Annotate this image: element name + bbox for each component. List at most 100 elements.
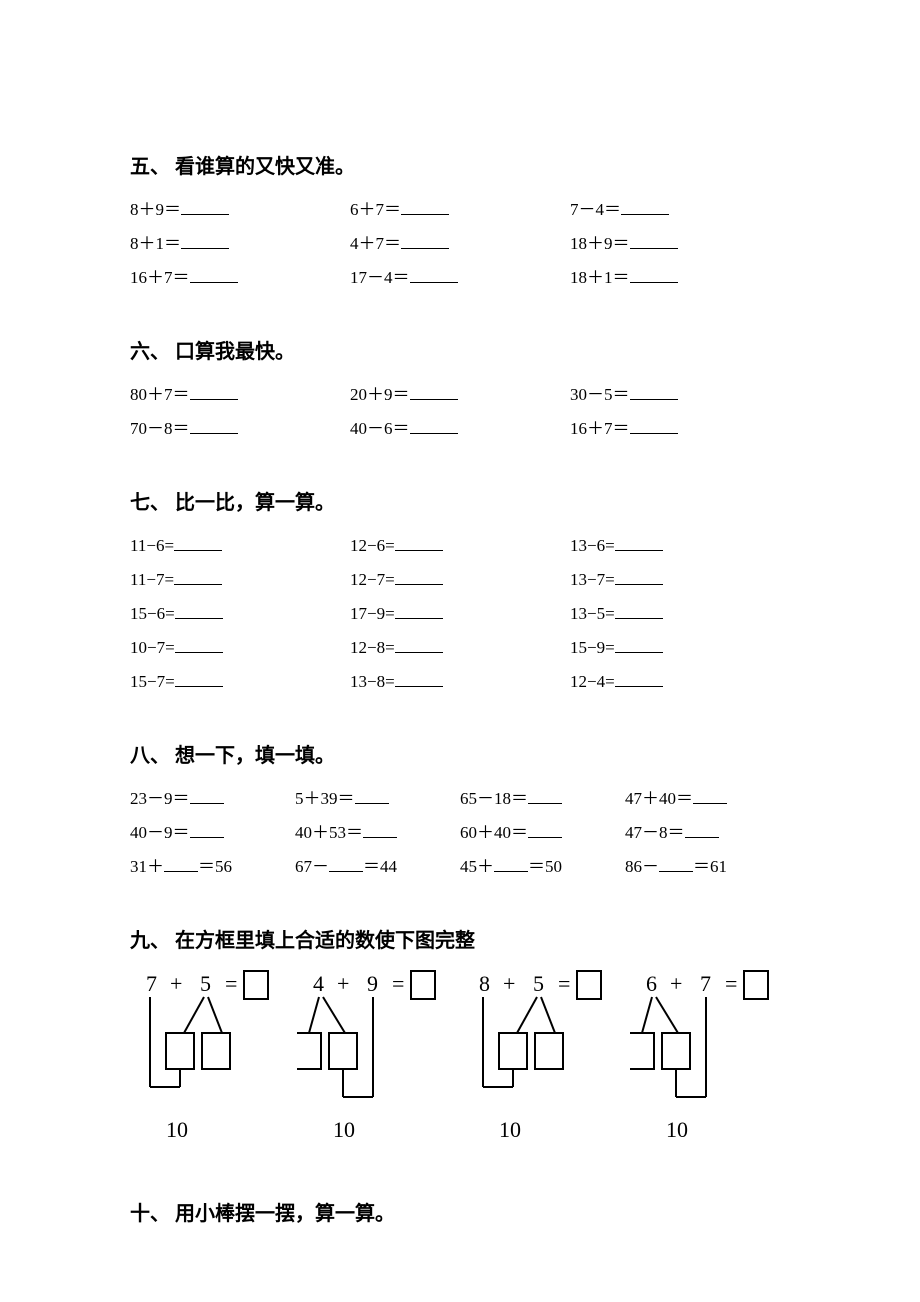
expr-pre: 65－18＝ [460, 789, 528, 808]
blank-line[interactable] [630, 382, 678, 400]
blank-line[interactable] [395, 635, 443, 653]
blank-line[interactable] [395, 567, 443, 585]
expr: 40－6＝ [350, 419, 410, 438]
page: 五、 看谁算的又快又准。 8＋9＝ 6＋7＝ 7－4＝ 8＋1＝ 4＋7＝ 18… [0, 0, 920, 1300]
blank-line[interactable] [401, 231, 449, 249]
blank-line[interactable] [329, 854, 363, 872]
expr: 8＋9＝ [130, 200, 181, 219]
cell: 15−7= [130, 665, 350, 699]
section-9-diagram: 7 + 5 = 10 4 + 9 = 10 [130, 967, 790, 1157]
split-box-left[interactable] [166, 1033, 194, 1069]
blank-line[interactable] [528, 786, 562, 804]
cell: 13−6= [570, 529, 790, 563]
blank-line[interactable] [410, 265, 458, 283]
blank-line[interactable] [630, 416, 678, 434]
row: 11−7= 12−7= 13−7= [130, 563, 790, 597]
blank-line[interactable] [174, 533, 222, 551]
blank-line[interactable] [494, 854, 528, 872]
blank-line[interactable] [659, 854, 693, 872]
split-box-right[interactable] [535, 1033, 563, 1069]
expr: 70－8＝ [130, 419, 190, 438]
blank-line[interactable] [190, 265, 238, 283]
blank-line[interactable] [190, 416, 238, 434]
row: 80＋7＝ 20＋9＝ 30－5＝ [130, 378, 790, 412]
cell: 8＋1＝ [130, 227, 350, 261]
expr-pre: 23－9＝ [130, 789, 190, 808]
row: 15−7= 13−8= 12−4= [130, 665, 790, 699]
split-diagram-4: 6 + 7 = 10 [630, 967, 790, 1157]
section-8-title: 八、 想一下，填一填。 [130, 739, 790, 768]
blank-line[interactable] [395, 669, 443, 687]
blank-line[interactable] [175, 669, 223, 687]
cell: 31＋＝56 [130, 850, 295, 884]
blank-line[interactable] [615, 601, 663, 619]
operator: + [337, 971, 349, 996]
answer-box[interactable] [744, 971, 768, 999]
cell: 47－8＝ [625, 816, 790, 850]
blank-line[interactable] [630, 265, 678, 283]
blank-line[interactable] [630, 231, 678, 249]
blank-line[interactable] [615, 635, 663, 653]
cell: 30－5＝ [570, 378, 790, 412]
split-box-left[interactable] [499, 1033, 527, 1069]
blank-line[interactable] [615, 533, 663, 551]
cell: 17−9= [350, 597, 570, 631]
cell: 16＋7＝ [130, 261, 350, 295]
split-diagram-1: 7 + 5 = 10 [130, 967, 290, 1157]
expr: 15−6= [130, 604, 175, 623]
blank-line[interactable] [528, 820, 562, 838]
section-9-title: 九、 在方框里填上合适的数使下图完整 [130, 924, 790, 953]
cell: 5＋39＝ [295, 782, 460, 816]
expr-pre: 40－9＝ [130, 823, 190, 842]
blank-line[interactable] [615, 567, 663, 585]
expr-pre: 47－8＝ [625, 823, 685, 842]
expr-pre: 40＋53＝ [295, 823, 363, 842]
split-box-right[interactable] [202, 1033, 230, 1069]
expr: 18＋1＝ [570, 268, 630, 287]
row: 31＋＝56 67－＝44 45＋＝50 86－＝61 [130, 850, 790, 884]
split-box-left[interactable] [297, 1033, 321, 1069]
blank-line[interactable] [190, 382, 238, 400]
blank-line[interactable] [410, 416, 458, 434]
blank-line[interactable] [621, 197, 669, 215]
blank-line[interactable] [685, 820, 719, 838]
blank-line[interactable] [175, 601, 223, 619]
cell: 10−7= [130, 631, 350, 665]
blank-line[interactable] [190, 786, 224, 804]
expr: 12−8= [350, 638, 395, 657]
answer-box[interactable] [244, 971, 268, 999]
expr: 12−6= [350, 536, 395, 555]
cell: 65－18＝ [460, 782, 625, 816]
cell: 4＋7＝ [350, 227, 570, 261]
expr-pre: 31＋ [130, 857, 164, 876]
blank-line[interactable] [164, 854, 198, 872]
cell: 16＋7＝ [570, 412, 790, 446]
expr: 6＋7＝ [350, 200, 401, 219]
blank-line[interactable] [355, 786, 389, 804]
blank-line[interactable] [190, 820, 224, 838]
cell: 67－＝44 [295, 850, 460, 884]
blank-line[interactable] [181, 197, 229, 215]
section-6-body: 80＋7＝ 20＋9＝ 30－5＝ 70－8＝ 40－6＝ 16＋7＝ [130, 378, 790, 446]
split-box-right[interactable] [662, 1033, 690, 1069]
expr: 8＋1＝ [130, 234, 181, 253]
expr: 4＋7＝ [350, 234, 401, 253]
section-8-body: 23－9＝ 5＋39＝ 65－18＝ 47＋40＝ 40－9＝ 40＋53＝ 6… [130, 782, 790, 884]
blank-line[interactable] [693, 786, 727, 804]
operand-b: 9 [367, 971, 378, 996]
blank-line[interactable] [401, 197, 449, 215]
blank-line[interactable] [174, 567, 222, 585]
blank-line[interactable] [615, 669, 663, 687]
blank-line[interactable] [410, 382, 458, 400]
blank-line[interactable] [363, 820, 397, 838]
split-box-left[interactable] [630, 1033, 654, 1069]
blank-line[interactable] [175, 635, 223, 653]
cell: 8＋9＝ [130, 193, 350, 227]
section-7-title: 七、 比一比，算一算。 [130, 486, 790, 515]
answer-box[interactable] [577, 971, 601, 999]
blank-line[interactable] [181, 231, 229, 249]
blank-line[interactable] [395, 533, 443, 551]
answer-box[interactable] [411, 971, 435, 999]
split-box-right[interactable] [329, 1033, 357, 1069]
blank-line[interactable] [395, 601, 443, 619]
